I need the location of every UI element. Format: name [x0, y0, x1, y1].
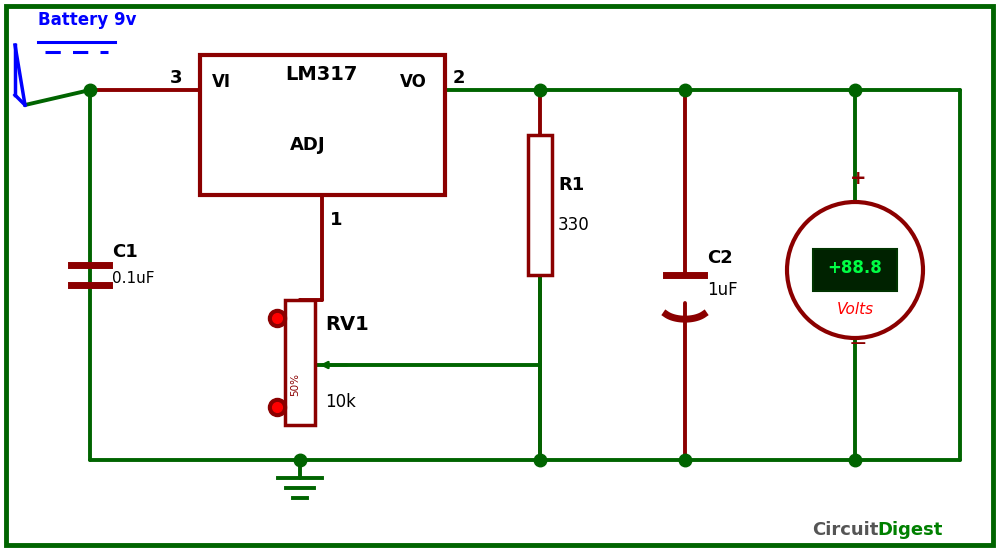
Text: LM317: LM317 — [285, 65, 358, 84]
Text: 0.1uF: 0.1uF — [112, 271, 155, 286]
Text: −: − — [849, 334, 867, 354]
Text: 2: 2 — [453, 69, 466, 87]
Text: VI: VI — [212, 73, 231, 91]
Circle shape — [787, 202, 923, 338]
Text: ADJ: ADJ — [290, 136, 326, 154]
Text: C1: C1 — [112, 243, 138, 261]
Bar — [285, 300, 315, 425]
Text: 10k: 10k — [325, 393, 356, 411]
Bar — [200, 55, 445, 195]
Text: RV1: RV1 — [325, 315, 369, 334]
Text: 1uF: 1uF — [707, 281, 737, 299]
Text: VO: VO — [400, 73, 427, 91]
Text: Digest: Digest — [877, 521, 942, 539]
FancyBboxPatch shape — [813, 249, 897, 291]
Text: 3: 3 — [170, 69, 183, 87]
Text: 330: 330 — [558, 216, 589, 234]
Text: Battery 9v: Battery 9v — [38, 11, 137, 29]
Text: +: + — [850, 169, 866, 188]
Text: R1: R1 — [558, 176, 584, 194]
Text: 50%: 50% — [290, 374, 300, 397]
Text: Volts: Volts — [836, 302, 873, 317]
Text: C2: C2 — [707, 249, 732, 267]
Bar — [528, 135, 552, 275]
Text: 1: 1 — [330, 211, 343, 229]
Text: +88.8: +88.8 — [827, 259, 882, 277]
Text: Circuit: Circuit — [812, 521, 878, 539]
